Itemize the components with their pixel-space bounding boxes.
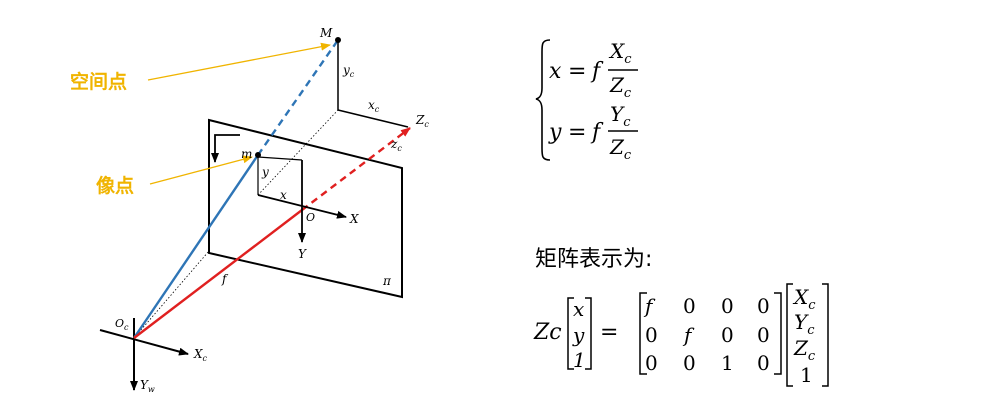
eq1-den: Zc [609,73,632,101]
ray-oc-to-O [133,209,303,339]
matrix-equals: = [600,320,618,345]
matrix-equation: Zc x y 1 = f 0 0 0 0 f 0 0 0 0 1 0 Xc Yc… [533,283,829,387]
left-brace [535,39,551,161]
label-Xc-camera: Xc [193,347,208,363]
eq1-num: Xc [608,39,632,67]
mat-right-bracket [774,292,782,375]
wvec-Zc: Zc [793,336,816,364]
vec-right-bracket [585,297,592,370]
matrix-caption: 矩阵表示为: [535,247,652,272]
wvec-Yc: Yc [794,310,815,338]
label-pi: π [382,274,392,288]
m03: 0 [757,294,770,318]
m21: 0 [683,351,696,375]
guide-plane-to-mproj [257,109,339,196]
label-x-offset: x [280,188,287,202]
point-m [255,152,261,158]
eq1-f: f [590,59,604,84]
eq2-f: f [590,120,604,145]
annotation-arrow-space-point [147,42,331,81]
label-xc: xc [368,98,380,114]
m11: f [682,323,695,347]
wvec-right-bracket [822,283,829,387]
m13: 0 [757,323,770,347]
vec-1: 1 [573,348,586,372]
mat-left-bracket [639,292,647,375]
label-M: M [319,26,333,40]
ray-oc-to-m [133,154,259,339]
label-y-offset: y [261,165,269,179]
m20: 0 [645,351,658,375]
label-X: X [349,212,359,226]
eq2-equals: = [568,120,586,145]
label-Yw: Yw [140,378,155,394]
m01: 0 [683,294,696,318]
m10: 0 [645,323,658,347]
xc-axis-segment [337,109,409,128]
eq1-lhs: x [549,59,562,84]
matrix-lhs-scalar: Zc [533,320,562,345]
image-plane [208,118,403,299]
optical-axis-dashed [301,127,411,211]
guide-oc-to-plane [133,250,210,339]
m23: 0 [757,351,770,375]
label-yc: yc [342,63,355,79]
label-Y: Y [298,247,307,261]
eq1-equals: = [568,59,586,84]
wvec-Xc: Xc [792,285,816,313]
vec-y: y [572,323,585,347]
vec-left-bracket [567,297,574,370]
wvec-1: 1 [800,363,813,387]
equation-system: x = f Xc Zc y = f Yc Zc [535,39,638,163]
annotation-arrow-image-point [149,155,253,185]
eq2-num: Yc [610,102,631,130]
eq2-den: Zc [609,135,632,163]
label-m: m [241,147,252,161]
label-Oc: Oc [115,317,129,332]
point-M [335,37,341,43]
label-space-point: 空间点 [70,70,127,93]
label-f: f [221,272,229,286]
eq2-lhs: y [548,120,562,145]
m-top-tick [257,156,303,161]
label-zc: zc [390,137,402,153]
label-O: O [306,211,315,224]
label-image-point: 像点 [96,174,134,197]
camera-frame-x-axis [99,329,189,356]
m22: 1 [721,351,734,375]
m02: 0 [721,294,734,318]
m12: 0 [721,323,734,347]
ray-m-to-M-dashed [257,39,339,156]
vec-x: x [573,297,584,321]
m00: f [643,294,656,318]
pixel-origin-corner-arrow [211,134,240,163]
label-Zc: Zc [415,113,429,129]
wvec-left-bracket [786,283,793,387]
